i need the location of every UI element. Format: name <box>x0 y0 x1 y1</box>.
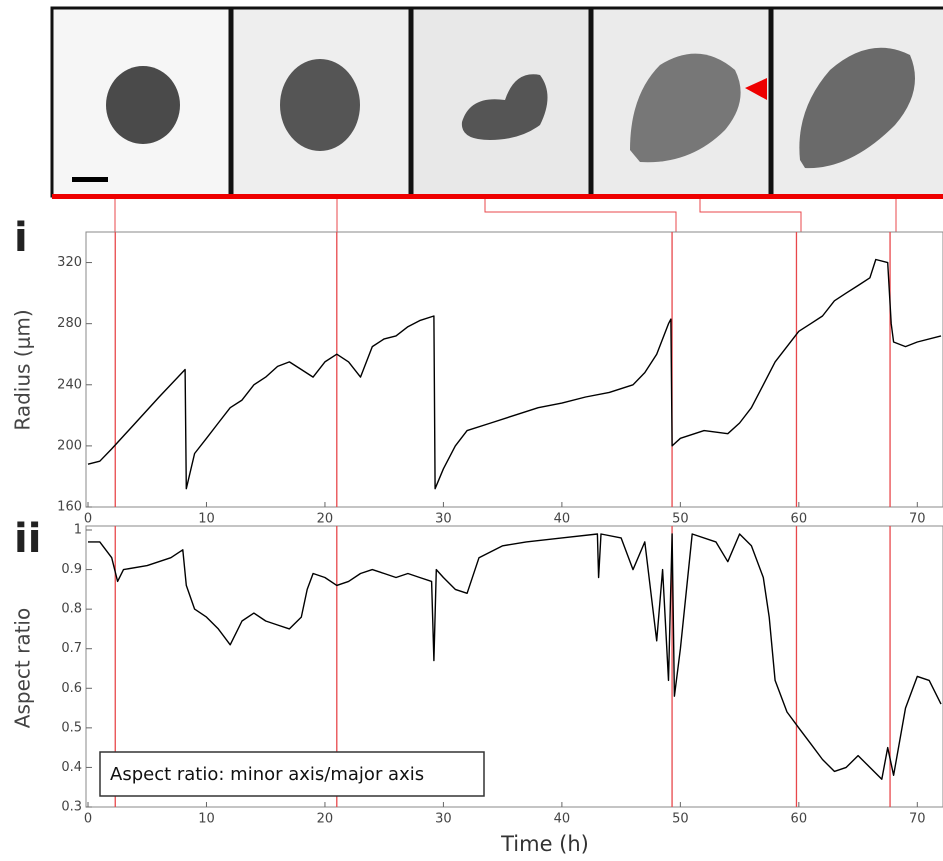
y-axis-label: Aspect ratio <box>11 608 35 728</box>
plot-frame <box>85 525 943 808</box>
x-tick-label: 70 <box>909 512 926 527</box>
y-tick-label: 240 <box>57 377 82 392</box>
annotation: Aspect ratio: minor axis/major axis <box>110 764 424 785</box>
y-axis-label: Radius (μm) <box>11 309 35 430</box>
x-tick-label: 40 <box>554 812 571 827</box>
x-axis-label: Time (h) <box>500 832 589 856</box>
x-tick-label: 20 <box>317 812 334 827</box>
y-tick-label: 0.6 <box>61 681 82 696</box>
data-line <box>88 533 942 780</box>
y-tick-label: 0.4 <box>61 760 82 775</box>
x-tick-label: 70 <box>909 812 926 827</box>
y-tick-label: 1 <box>74 523 82 538</box>
scale-bar <box>72 177 108 182</box>
x-tick-label: 30 <box>435 812 452 827</box>
plot-frame <box>85 231 943 508</box>
data-line <box>87 258 942 490</box>
cell <box>630 53 741 163</box>
x-tick-label: 0 <box>84 512 92 527</box>
arrowhead <box>745 78 767 100</box>
y-tick-label: 0.7 <box>61 641 82 656</box>
cell <box>461 74 548 140</box>
x-tick-label: 20 <box>317 512 334 527</box>
x-tick-label: 10 <box>198 512 215 527</box>
cell <box>799 47 915 169</box>
y-tick-label: 200 <box>57 438 82 453</box>
x-tick-label: 10 <box>198 812 215 827</box>
y-tick-label: 0.8 <box>61 602 82 617</box>
x-tick-label: 30 <box>435 512 452 527</box>
y-tick-label: 320 <box>57 255 82 270</box>
y-tick-label: 280 <box>57 316 82 331</box>
x-tick-label: 0 <box>84 812 92 827</box>
x-tick-label: 50 <box>672 812 689 827</box>
cell <box>280 59 360 151</box>
y-tick-label: 0.5 <box>61 720 82 735</box>
connector <box>484 199 677 232</box>
red-bar <box>52 194 943 199</box>
cell <box>106 66 180 144</box>
x-tick-label: 60 <box>791 812 808 827</box>
connector <box>699 199 802 232</box>
x-tick-label: 40 <box>554 512 571 527</box>
y-tick-label: 160 <box>57 500 82 515</box>
x-tick-label: 50 <box>672 512 689 527</box>
y-tick-label: 0.9 <box>61 562 82 577</box>
panel-label: ii <box>14 516 41 562</box>
x-tick-label: 60 <box>791 512 808 527</box>
y-tick-label: 0.3 <box>61 800 82 815</box>
image-strip <box>50 6 943 232</box>
annotation-box <box>99 751 485 797</box>
panel-label: i <box>14 215 28 261</box>
